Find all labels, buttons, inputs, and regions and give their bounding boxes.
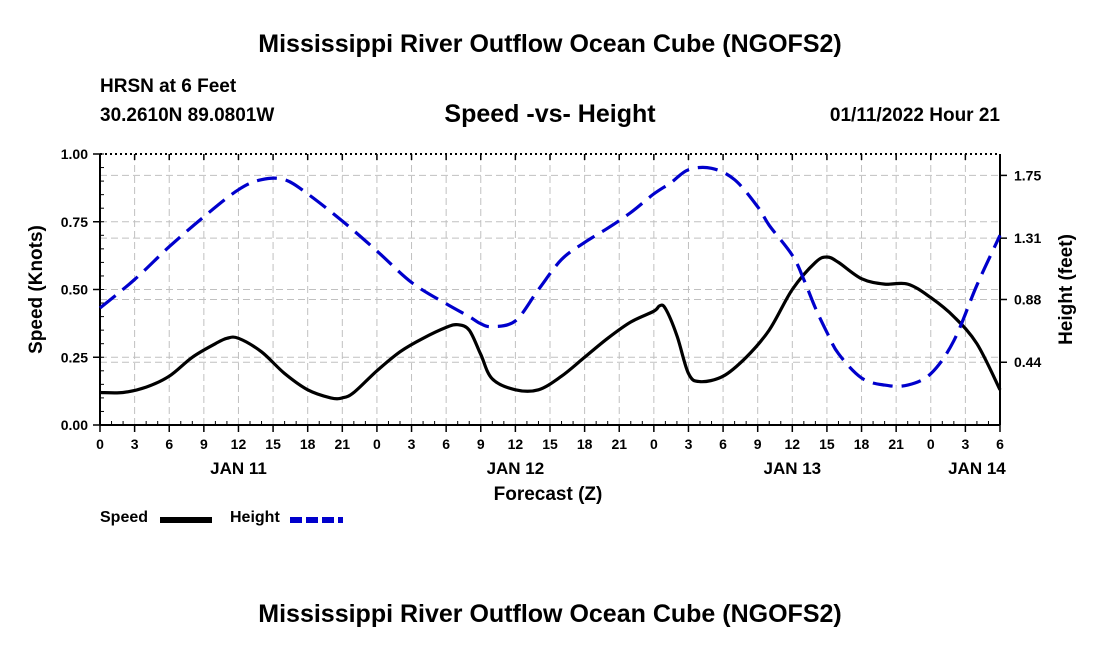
x-tick-label: 21 (335, 436, 351, 452)
forecast-datetime: 01/11/2022 Hour 21 (829, 105, 1000, 126)
chart-title: Mississippi River Outflow Ocean Cube (NG… (258, 30, 842, 58)
date-label: JAN 13 (763, 459, 821, 478)
x-tick-label: 15 (265, 436, 281, 452)
y-tick-label: 0.50 (61, 282, 88, 298)
y-tick-label: 0.25 (61, 349, 88, 365)
x-tick-label: 6 (996, 436, 1004, 452)
y-axis-title: Speed (Knots) (26, 225, 47, 354)
y-tick-label: 0.75 (61, 214, 88, 230)
y-tick-label: 1.00 (61, 146, 88, 162)
y-right-tick-label: 0.44 (1014, 354, 1041, 370)
legend-speed-label: Speed (100, 509, 149, 526)
x-tick-label: 12 (785, 436, 801, 452)
x-axis-title: Forecast (Z) (494, 484, 603, 505)
x-tick-label: 3 (131, 436, 139, 452)
x-tick-label: 12 (231, 436, 247, 452)
x-tick-label: 6 (165, 436, 173, 452)
x-tick-label: 3 (961, 436, 969, 452)
x-tick-label: 9 (754, 436, 762, 452)
y-right-tick-label: 1.31 (1014, 230, 1041, 246)
x-tick-label: 0 (650, 436, 658, 452)
x-tick-label: 18 (300, 436, 316, 452)
x-tick-label: 21 (611, 436, 627, 452)
series-line-speed (99, 255, 1002, 401)
legend-height-label: Height (230, 509, 280, 526)
y-right-tick-label: 1.75 (1014, 167, 1041, 183)
y-right-tick-label: 0.88 (1014, 291, 1041, 307)
date-label: JAN 14 (948, 459, 1006, 478)
y-right-axis-title: Height (feet) (1056, 234, 1077, 345)
x-tick-label: 12 (508, 436, 524, 452)
chart-subtitle: Speed -vs- Height (444, 100, 656, 128)
x-tick-label: 15 (542, 436, 558, 452)
x-tick-label: 0 (927, 436, 935, 452)
x-tick-label: 3 (408, 436, 416, 452)
x-tick-label: 15 (819, 436, 835, 452)
date-label: JAN 11 (210, 459, 267, 478)
x-tick-label: 18 (854, 436, 870, 452)
coordinates-label: 30.2610N 89.0801W (100, 105, 275, 126)
x-tick-label: 9 (477, 436, 485, 452)
x-tick-label: 6 (719, 436, 727, 452)
date-label: JAN 12 (487, 459, 545, 478)
x-tick-label: 21 (888, 436, 904, 452)
x-tick-label: 9 (200, 436, 208, 452)
y-tick-label: 0.00 (61, 417, 88, 433)
footer-title: Mississippi River Outflow Ocean Cube (NG… (258, 600, 842, 628)
x-tick-label: 6 (442, 436, 450, 452)
series-line-height (98, 165, 1002, 388)
x-tick-label: 0 (96, 436, 104, 452)
x-tick-label: 3 (685, 436, 693, 452)
x-tick-label: 0 (373, 436, 381, 452)
station-label: HRSN at 6 Feet (100, 76, 237, 97)
x-tick-label: 18 (577, 436, 593, 452)
